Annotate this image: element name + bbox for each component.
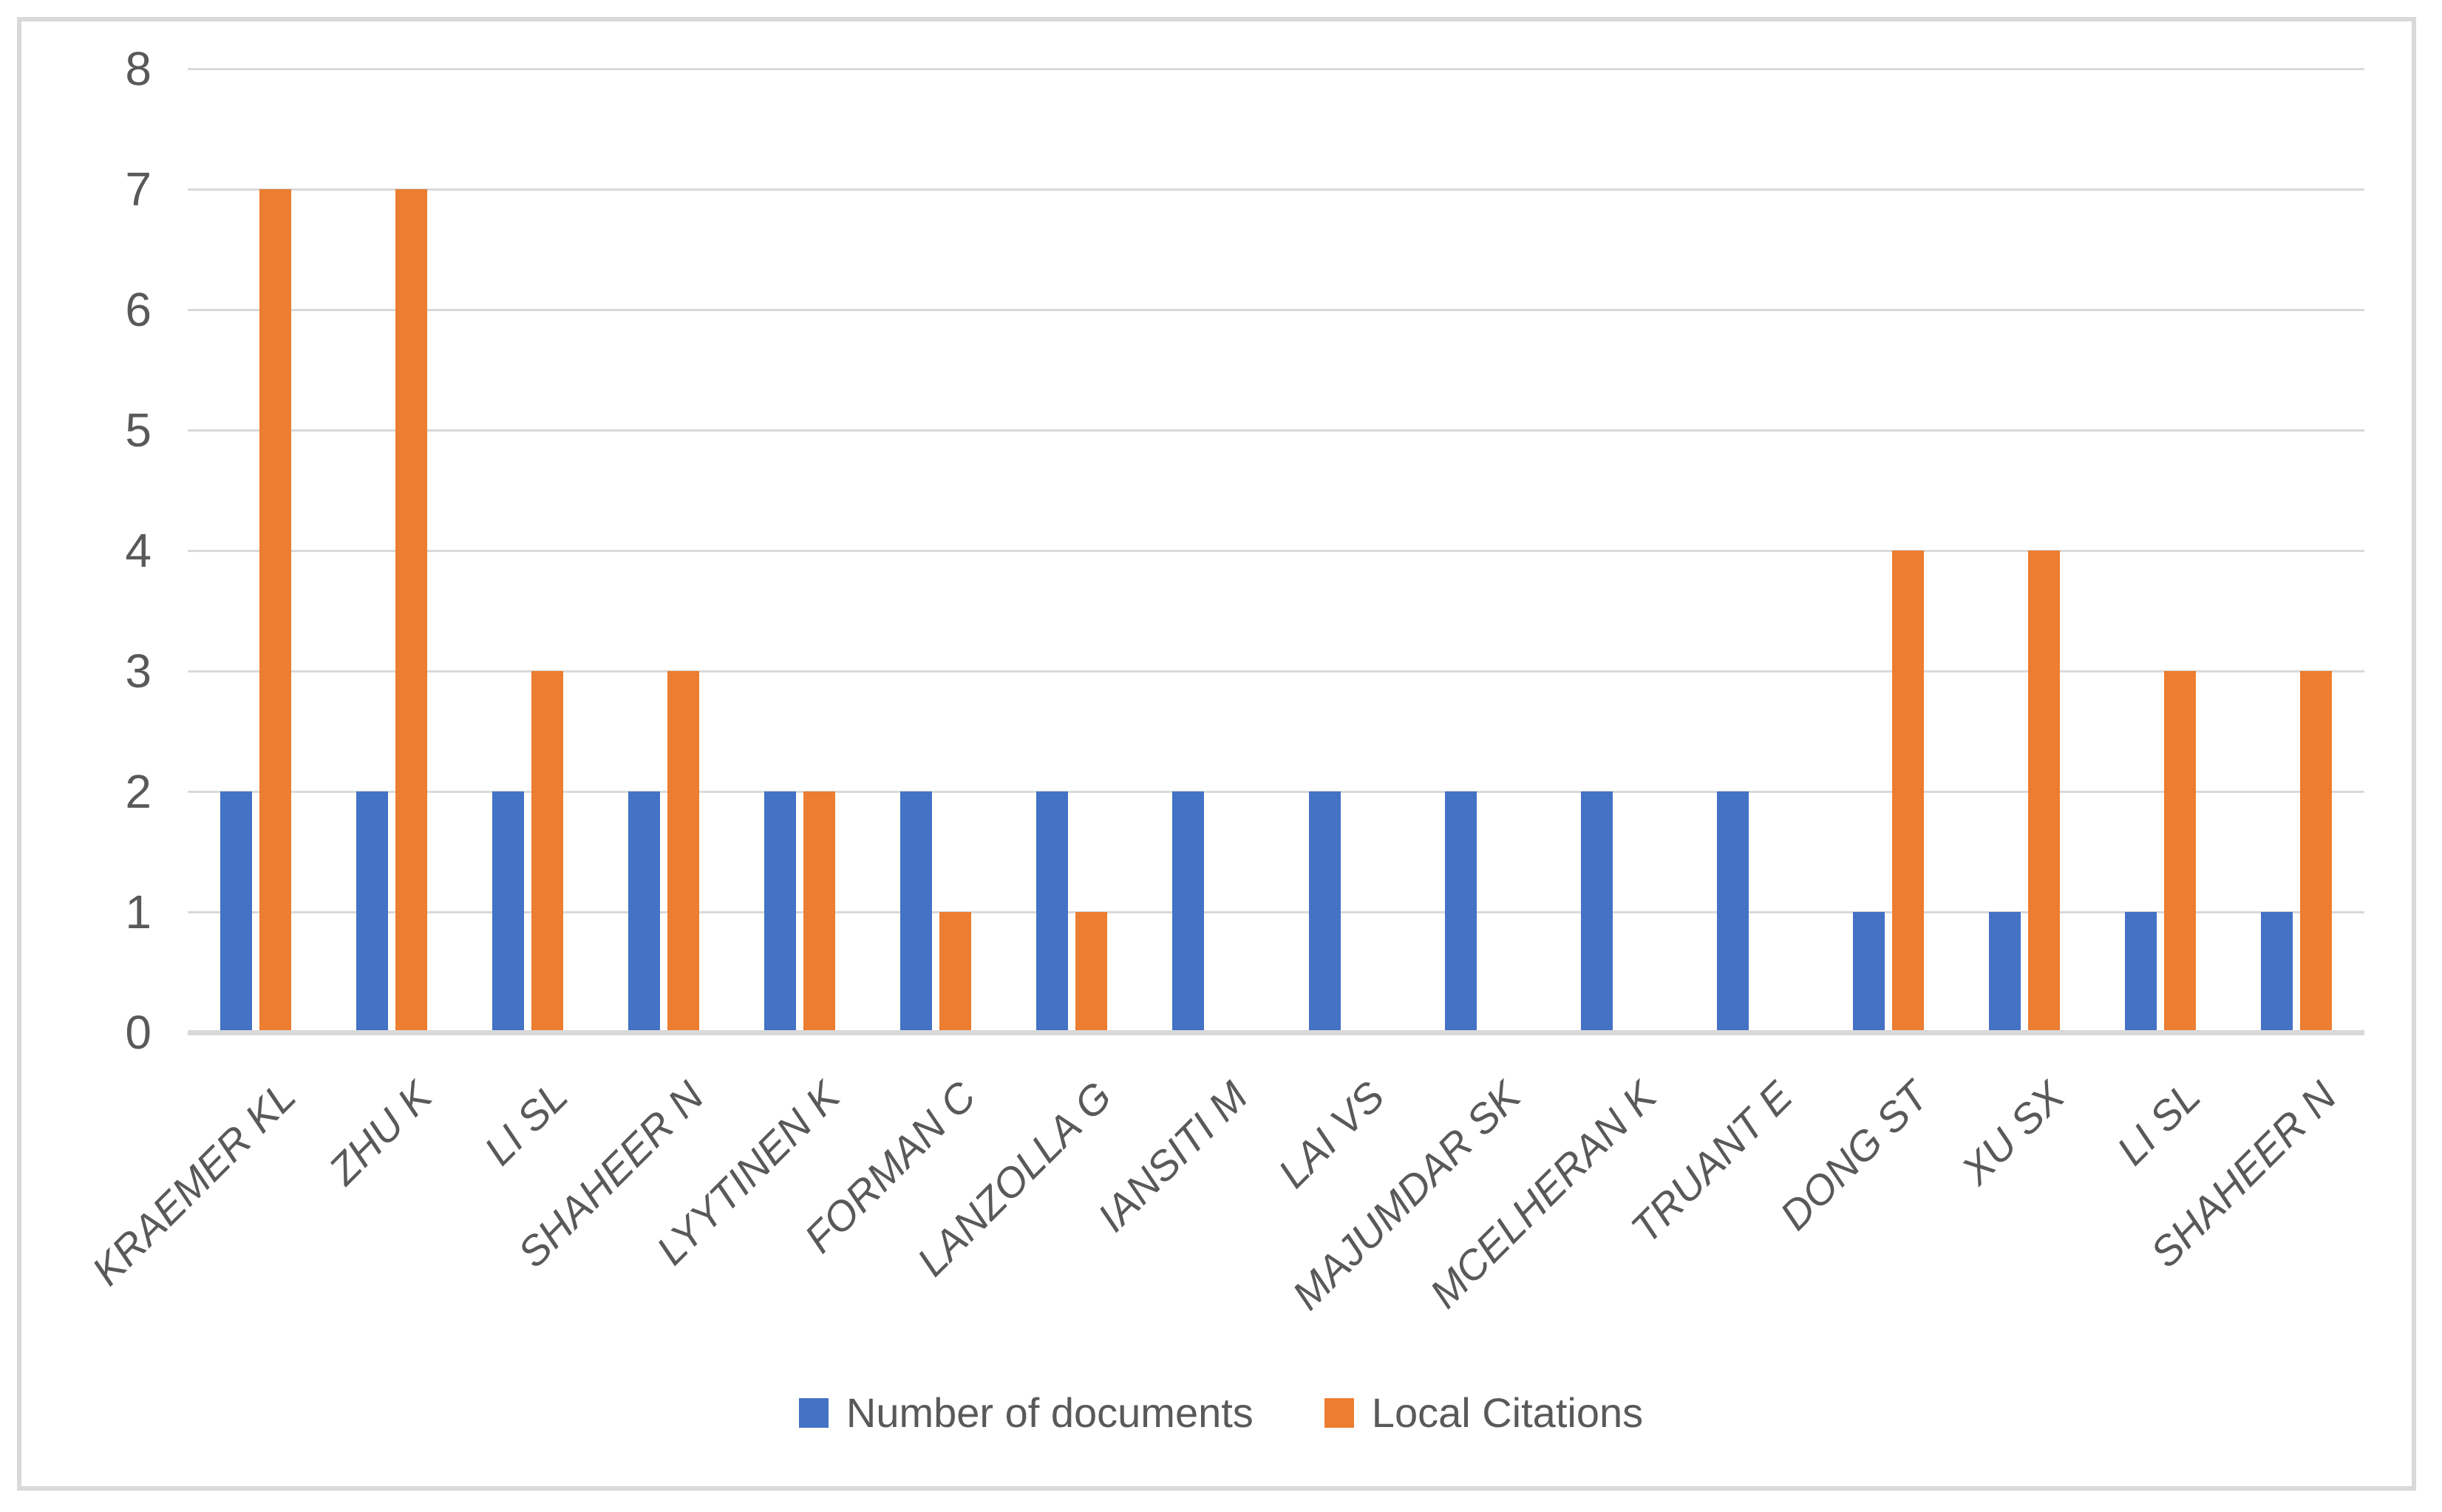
gridline xyxy=(188,308,2364,311)
documents-bar xyxy=(1988,912,2021,1030)
citations-bar xyxy=(939,912,972,1030)
y-axis-tick-label: 2 xyxy=(125,765,152,818)
documents-bar xyxy=(1580,791,1613,1030)
citations-bar xyxy=(2299,671,2332,1030)
gridline xyxy=(188,670,2364,672)
y-axis-tick-label: 3 xyxy=(125,644,152,698)
documents-bar xyxy=(1172,791,1205,1030)
gridline xyxy=(188,910,2364,913)
y-axis-tick-label: 0 xyxy=(125,1006,152,1059)
documents-bar xyxy=(764,791,797,1030)
documents-bar xyxy=(492,791,525,1030)
documents-series-swatch-icon xyxy=(798,1398,829,1428)
documents-bar xyxy=(1716,791,1749,1030)
documents-bar xyxy=(1444,791,1477,1030)
x-axis-line xyxy=(188,1029,2364,1035)
citations-series-swatch-icon xyxy=(1324,1398,1354,1428)
documents-bar xyxy=(1036,791,1069,1030)
citations-bar xyxy=(803,791,836,1030)
legend-label-documents: Number of documents xyxy=(846,1389,1254,1436)
citations-bar xyxy=(531,671,564,1030)
documents-bar xyxy=(628,791,661,1030)
documents-bar xyxy=(2124,912,2157,1030)
y-axis-tick-label: 1 xyxy=(125,885,152,939)
documents-bar xyxy=(220,791,253,1030)
citations-bar xyxy=(259,189,292,1030)
citations-bar xyxy=(1891,551,1924,1030)
gridline xyxy=(188,429,2364,432)
legend-label-citations: Local Citations xyxy=(1371,1389,1644,1436)
citations-bar xyxy=(1075,912,1108,1030)
documents-bar xyxy=(2260,912,2293,1030)
y-axis-tick-label: 8 xyxy=(125,42,152,95)
documents-bar xyxy=(356,791,389,1030)
gridline xyxy=(188,790,2364,793)
citations-bar xyxy=(667,671,700,1030)
citations-bar xyxy=(2163,671,2196,1030)
y-axis-tick-label: 7 xyxy=(125,163,152,216)
gridline xyxy=(188,188,2364,191)
citations-bar xyxy=(2027,551,2060,1030)
gridline xyxy=(188,67,2364,70)
y-axis-tick-label: 6 xyxy=(125,283,152,336)
legend: Number of documents Local Citations xyxy=(0,1391,2442,1435)
y-axis-tick-label: 4 xyxy=(125,524,152,577)
y-axis-tick-label: 5 xyxy=(125,403,152,457)
citations-bar xyxy=(395,189,428,1030)
legend-item-citations: Local Citations xyxy=(1324,1391,1643,1435)
documents-bar xyxy=(1308,791,1341,1030)
documents-bar xyxy=(1852,912,1885,1030)
legend-item-documents: Number of documents xyxy=(798,1389,1254,1436)
documents-bar xyxy=(900,791,933,1030)
gridline xyxy=(188,549,2364,552)
